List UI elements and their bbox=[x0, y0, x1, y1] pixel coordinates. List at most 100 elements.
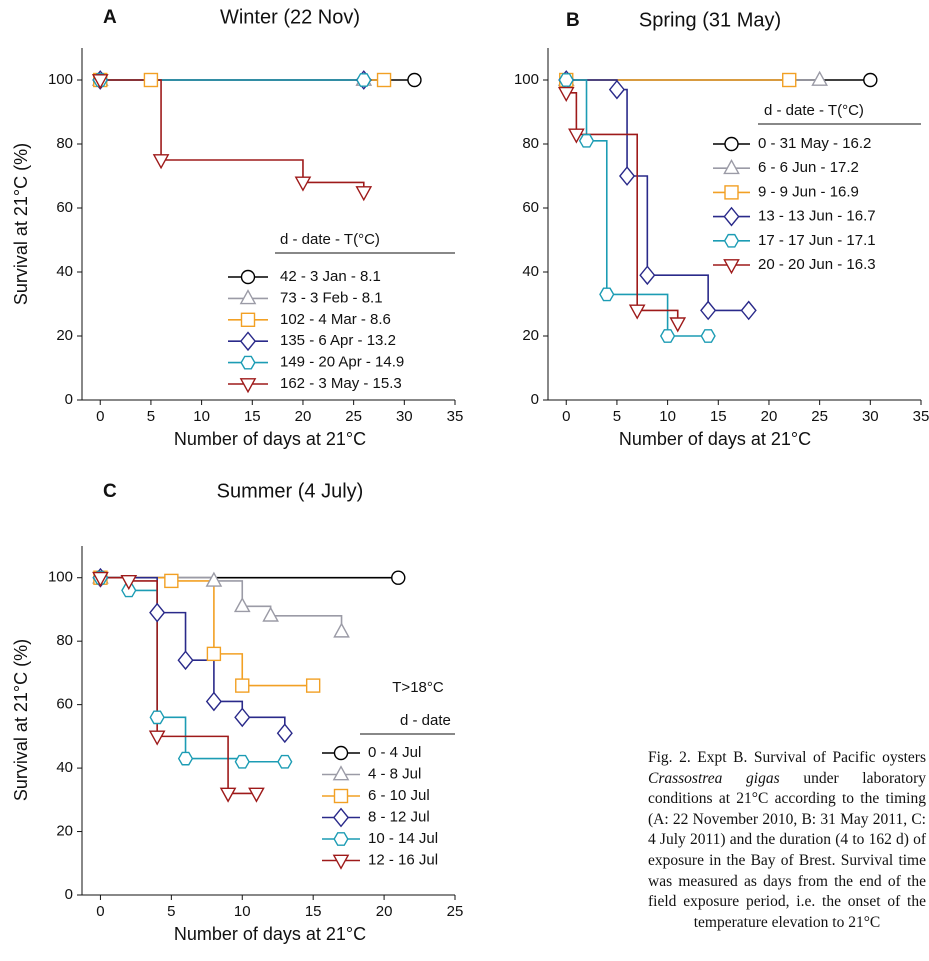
legend-label: 6 - 6 Jun - 17.2 bbox=[758, 159, 859, 176]
marker bbox=[120, 575, 138, 591]
x-axis-label: Number of days at 21°C bbox=[174, 429, 366, 449]
marker bbox=[305, 678, 321, 693]
legend-label: 17 - 17 Jun - 17.1 bbox=[758, 232, 876, 249]
series-line bbox=[100, 576, 257, 795]
y-tick-label: 80 bbox=[56, 135, 73, 152]
marker bbox=[177, 751, 194, 766]
marker bbox=[205, 571, 223, 587]
legend-marker bbox=[240, 312, 256, 327]
marker bbox=[700, 329, 716, 343]
marker bbox=[599, 287, 615, 302]
panel-letter: C bbox=[103, 481, 117, 502]
legend-marker bbox=[724, 185, 739, 200]
marker bbox=[659, 329, 676, 343]
marker bbox=[164, 573, 179, 589]
marker bbox=[152, 154, 170, 170]
marker bbox=[333, 622, 350, 638]
legend-label: 8 - 12 Jul bbox=[368, 808, 430, 825]
x-tick-label: 15 bbox=[244, 408, 261, 425]
y-tick-label: 0 bbox=[531, 391, 539, 408]
legend-label: 0 - 31 May - 16.2 bbox=[758, 135, 871, 152]
legend-label: 9 - 9 Jun - 16.9 bbox=[758, 183, 859, 200]
marker bbox=[782, 72, 797, 88]
y-tick-label: 40 bbox=[56, 759, 73, 776]
panel-letter: B bbox=[566, 10, 580, 31]
legend-marker bbox=[333, 745, 349, 761]
marker bbox=[628, 304, 646, 320]
y-tick-label: 0 bbox=[65, 886, 73, 903]
marker bbox=[863, 72, 878, 88]
legend-marker bbox=[239, 378, 257, 394]
legend-label: 4 - 8 Jul bbox=[368, 765, 421, 782]
y-tick-label: 40 bbox=[56, 263, 73, 280]
series-line bbox=[100, 576, 286, 734]
legend-marker bbox=[332, 854, 350, 870]
legend-label: 13 - 13 Jun - 16.7 bbox=[758, 208, 876, 225]
x-tick-label: 0 bbox=[96, 408, 104, 425]
y-tick-label: 0 bbox=[65, 391, 73, 408]
marker bbox=[568, 128, 585, 144]
legend-label: 162 - 3 May - 15.3 bbox=[280, 375, 402, 392]
x-tick-label: 25 bbox=[811, 408, 828, 425]
marker bbox=[235, 678, 250, 693]
marker bbox=[205, 691, 222, 712]
x-tick-label: 10 bbox=[659, 408, 676, 425]
legend-marker bbox=[240, 269, 256, 285]
marker bbox=[234, 707, 251, 728]
marker bbox=[811, 70, 828, 86]
legend-marker bbox=[240, 355, 256, 370]
legend-label: 42 - 3 Jan - 8.1 bbox=[280, 268, 381, 285]
legend-title: d - date bbox=[400, 712, 451, 729]
x-tick-label: 20 bbox=[295, 408, 312, 425]
series-line bbox=[566, 92, 679, 324]
legend-marker bbox=[723, 233, 740, 248]
legend-marker bbox=[333, 788, 349, 804]
caption-text: under laboratory conditions at 21°C acco… bbox=[648, 769, 926, 931]
chart-title: Summer (4 July) bbox=[217, 480, 364, 502]
marker bbox=[294, 176, 312, 192]
legend-label: 102 - 4 Mar - 8.6 bbox=[280, 311, 391, 328]
marker bbox=[91, 74, 109, 90]
marker bbox=[355, 186, 373, 202]
legend-marker bbox=[723, 259, 740, 275]
marker bbox=[262, 606, 279, 622]
x-tick-label: 5 bbox=[147, 408, 155, 425]
marker bbox=[700, 300, 717, 321]
chart-title: Spring (31 May) bbox=[639, 9, 781, 31]
marker bbox=[206, 646, 222, 662]
y-tick-label: 60 bbox=[56, 696, 73, 713]
y-tick-label: 40 bbox=[522, 263, 539, 280]
legend-title: d - date - T(°C) bbox=[280, 231, 380, 248]
marker bbox=[558, 73, 574, 87]
legend-marker bbox=[332, 807, 350, 828]
marker bbox=[740, 300, 757, 321]
legend-marker bbox=[239, 289, 257, 305]
y-tick-label: 80 bbox=[522, 135, 539, 152]
legend-label: 73 - 3 Feb - 8.1 bbox=[280, 289, 383, 306]
legend-title: d - date - T(°C) bbox=[764, 102, 864, 119]
x-tick-label: 10 bbox=[193, 408, 210, 425]
marker bbox=[149, 710, 165, 725]
marker bbox=[277, 754, 293, 769]
annotation: T>18°C bbox=[392, 679, 444, 696]
x-tick-label: 35 bbox=[913, 408, 929, 425]
marker bbox=[276, 723, 293, 744]
series-line bbox=[566, 79, 749, 312]
legend-marker bbox=[239, 331, 257, 352]
x-axis-label: Number of days at 21°C bbox=[619, 429, 811, 449]
marker bbox=[557, 86, 575, 103]
x-tick-label: 20 bbox=[376, 903, 393, 920]
marker bbox=[143, 72, 159, 88]
y-axis-label: Survival at 21°C (%) bbox=[11, 639, 31, 801]
marker bbox=[407, 72, 422, 88]
x-tick-label: 20 bbox=[761, 408, 778, 425]
marker bbox=[233, 597, 251, 613]
x-tick-label: 35 bbox=[447, 408, 464, 425]
x-tick-label: 15 bbox=[305, 903, 322, 920]
marker bbox=[148, 730, 166, 746]
series-line bbox=[566, 79, 709, 337]
y-tick-label: 100 bbox=[514, 71, 539, 88]
y-tick-label: 100 bbox=[48, 569, 73, 586]
